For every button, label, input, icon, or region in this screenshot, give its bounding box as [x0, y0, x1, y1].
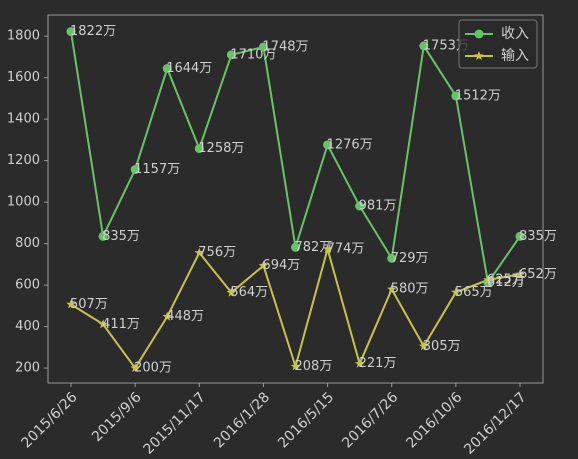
marker — [226, 50, 236, 60]
data-label: 305万 — [423, 339, 461, 354]
data-label: 729万 — [391, 251, 429, 266]
x-tick-label: 2016/5/15 — [275, 389, 337, 451]
y-tick-label: 1600 — [7, 70, 40, 85]
data-label: 208万 — [295, 359, 333, 374]
y-tick-label: 800 — [15, 236, 40, 251]
y-tick-label: 1400 — [7, 112, 40, 127]
marker — [258, 42, 268, 52]
data-label: 580万 — [391, 282, 429, 297]
y-tick-label: 600 — [15, 278, 40, 293]
y-tick-label: 1200 — [7, 153, 40, 168]
marker — [387, 284, 397, 294]
marker — [162, 311, 172, 321]
x-tick-label: 2015/9/6 — [89, 389, 145, 445]
data-label: 774万 — [327, 241, 365, 256]
data-label: 1258万 — [198, 141, 244, 156]
marker — [515, 269, 525, 279]
data-label: 981万 — [359, 199, 397, 214]
marker — [194, 247, 204, 257]
data-label: 1512万 — [455, 88, 501, 103]
y-tick-label: 1800 — [7, 29, 40, 44]
legend-label: 输入 — [501, 48, 529, 64]
marker — [162, 64, 172, 74]
marker — [98, 231, 108, 241]
marker — [226, 287, 237, 297]
data-label: 448万 — [166, 309, 204, 324]
marker — [419, 41, 429, 51]
data-label: 221万 — [359, 356, 397, 371]
data-label: 835万 — [102, 229, 140, 244]
plot-frame — [47, 14, 544, 384]
data-label: 411万 — [102, 317, 140, 332]
marker — [66, 299, 76, 309]
x-tick-label: 2015/6/26 — [19, 389, 81, 451]
data-label: 1276万 — [327, 137, 373, 152]
data-label: 1748万 — [262, 39, 308, 54]
x-tick-label: 2016/7/26 — [339, 389, 401, 451]
legend-marker — [474, 51, 484, 60]
marker — [291, 242, 300, 252]
data-label: 782万 — [295, 240, 333, 255]
legend-marker — [474, 29, 484, 39]
marker — [194, 144, 204, 154]
marker — [130, 165, 140, 175]
x-tick-label: 2015/11/17 — [141, 389, 209, 457]
marker — [130, 363, 140, 373]
y-tick-label: 400 — [15, 319, 40, 334]
data-label: 1822万 — [70, 24, 116, 39]
legend-label: 收入 — [501, 26, 529, 42]
data-label: 625万 — [487, 272, 525, 287]
data-label: 1157万 — [134, 162, 180, 177]
marker — [451, 287, 461, 297]
marker — [354, 358, 365, 368]
marker — [387, 253, 397, 263]
marker — [290, 361, 301, 371]
marker — [258, 260, 269, 270]
y-tick-label: 200 — [15, 361, 40, 376]
marker — [515, 231, 525, 241]
data-label: 612万 — [487, 275, 525, 290]
data-label: 565万 — [455, 285, 493, 300]
data-label: 200万 — [134, 361, 172, 376]
marker — [66, 27, 76, 37]
marker — [355, 201, 365, 211]
marker — [419, 341, 429, 351]
data-label: 1753万 — [423, 38, 469, 53]
x-tick-label: 2016/1/28 — [211, 389, 273, 451]
data-label: 1644万 — [166, 61, 212, 76]
data-label: 564万 — [230, 285, 268, 300]
y-tick-label: 1000 — [7, 195, 40, 210]
marker — [323, 140, 333, 150]
data-label: 835万 — [519, 229, 557, 244]
data-label: 694万 — [262, 258, 300, 273]
x-tick-label: 2016/10/6 — [403, 389, 465, 451]
marker — [483, 274, 493, 284]
marker — [98, 319, 108, 329]
data-label: 756万 — [198, 245, 236, 260]
marker — [451, 91, 461, 101]
marker — [322, 244, 333, 253]
data-label: 507万 — [70, 297, 108, 312]
data-label: 652万 — [519, 267, 557, 282]
x-tick-label: 2016/12/17 — [461, 389, 529, 457]
